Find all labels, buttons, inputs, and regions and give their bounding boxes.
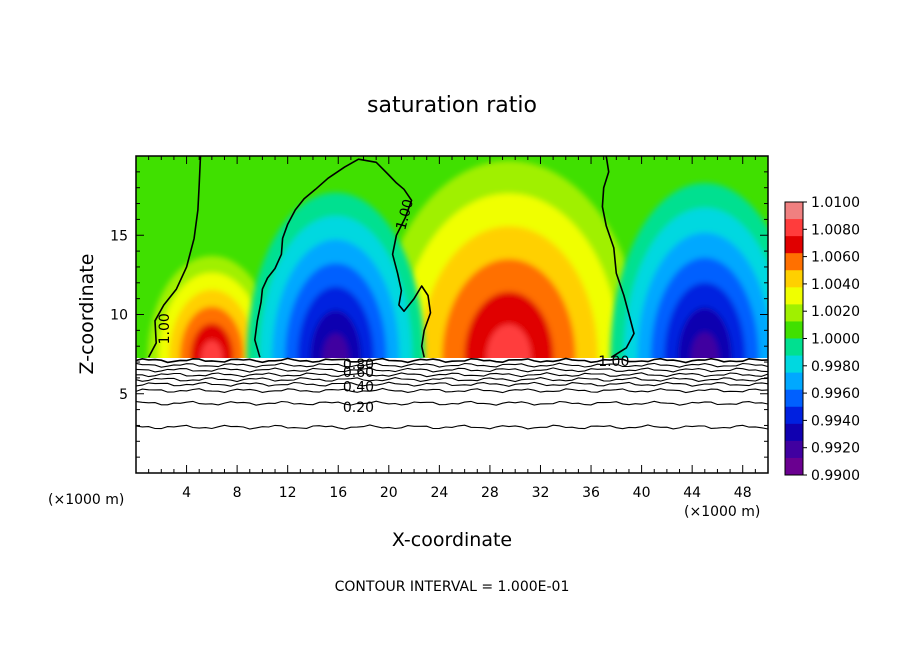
x-axis-label: X-coordinate <box>392 529 512 551</box>
colorbar-label: 1.0080 <box>811 222 860 238</box>
colorbar-swatch <box>785 389 803 408</box>
contour-label: 1.00 <box>393 198 417 232</box>
colorbar-swatch <box>785 457 803 476</box>
colorbar-swatch <box>785 287 803 305</box>
x-tick-label: 44 <box>683 485 701 501</box>
x-unit-right: (×1000 m) <box>684 504 760 520</box>
colorbar-label: 0.9940 <box>811 413 860 429</box>
contour-label: 1.00 <box>157 313 173 344</box>
field-feature-3 <box>610 182 768 473</box>
x-tick-label: 36 <box>582 485 600 501</box>
colorbar-swatch <box>785 202 803 220</box>
x-tick-label: 28 <box>481 485 499 501</box>
contour-label: 0.60 <box>343 365 374 381</box>
subsat-contour-line <box>136 424 768 430</box>
x-unit-left: (×1000 m) <box>48 492 124 508</box>
contour-label: 0.80 <box>343 357 374 373</box>
contour-interval-note: CONTOUR INTERVAL = 1.000E-01 <box>335 579 570 595</box>
subsat-contours <box>136 357 768 430</box>
subsat-contour-line <box>136 367 768 373</box>
contour-label: 0.40 <box>343 379 374 395</box>
y-tick-label: 15 <box>110 228 128 244</box>
x-tick-label: 24 <box>430 485 448 501</box>
contour-label: 1.00 <box>598 354 629 370</box>
colorbar-swatch <box>785 253 803 271</box>
colorbar-swatch <box>785 304 803 322</box>
colorbar-swatch <box>785 321 803 339</box>
x-tick-label: 48 <box>734 485 752 501</box>
y-tick-label: 5 <box>119 387 128 403</box>
colorbar-label: 1.0060 <box>811 250 860 266</box>
colorbar-label: 1.0040 <box>811 277 860 293</box>
contour-line-1-00 <box>254 158 432 358</box>
colorbar-swatch <box>785 338 803 357</box>
x-tick-label: 40 <box>633 485 651 501</box>
colorbar-swatch <box>785 372 803 391</box>
colorbar: 1.0100 1.0080 1.0060 1.0040 1.0020 1.0000 0.99… <box>784 195 860 484</box>
terrain-region <box>136 358 768 473</box>
contour-1-00 <box>147 156 635 358</box>
x-tick-label: 8 <box>233 485 242 501</box>
colorbar-label: 0.9960 <box>811 386 860 402</box>
contour-labels: 1.00 1.00 1.00 0.800.600.40 0.20 <box>157 198 629 416</box>
contour-label: 0.20 <box>343 400 374 416</box>
x-tick-label: 16 <box>329 485 347 501</box>
subsat-contour-line <box>136 387 768 394</box>
plot-area: 1.00 1.00 1.00 0.800.600.40 0.20 <box>136 156 768 473</box>
subsat-contour-line <box>136 372 768 378</box>
colorbar-label: 0.9920 <box>811 441 860 457</box>
contour-line-1-00 <box>147 156 202 358</box>
colorbar-label: 1.0100 <box>811 195 860 211</box>
subsat-contour-line <box>136 400 768 406</box>
colorbar-swatch <box>785 219 803 237</box>
x-tick-label: 12 <box>279 485 297 501</box>
contour-line-1-00 <box>601 156 635 358</box>
colorbar-label: 1.0000 <box>811 332 860 348</box>
subsat-contour-line <box>136 357 768 364</box>
colorbar-swatch <box>785 423 803 442</box>
y-tick-label: 10 <box>110 308 128 324</box>
x-tick-label: 32 <box>532 485 550 501</box>
y-axis-ticks: 5 10 15 <box>110 155 768 474</box>
x-tick-label: 20 <box>380 485 398 501</box>
y-axis-label: Z-coordinate <box>76 254 98 375</box>
subsat-contour-line <box>136 381 768 387</box>
colorbar-label: 1.0020 <box>811 304 860 320</box>
chart-title: saturation ratio <box>367 93 537 118</box>
colorbar-swatch <box>785 440 803 459</box>
subsat-contour-line <box>136 377 768 383</box>
colorbar-swatch <box>785 236 803 254</box>
colorbar-label: 0.9900 <box>811 468 860 484</box>
x-tick-label: 4 <box>182 485 191 501</box>
colorbar-swatch <box>785 406 803 425</box>
colorbar-label: 0.9980 <box>811 359 860 375</box>
subsat-contour-line <box>136 362 768 368</box>
colorbar-swatch <box>785 270 803 288</box>
x-axis-ticks: 4 8 12 16 20 24 28 32 36 40 44 48 <box>135 156 769 501</box>
colorbar-swatch <box>785 355 803 374</box>
